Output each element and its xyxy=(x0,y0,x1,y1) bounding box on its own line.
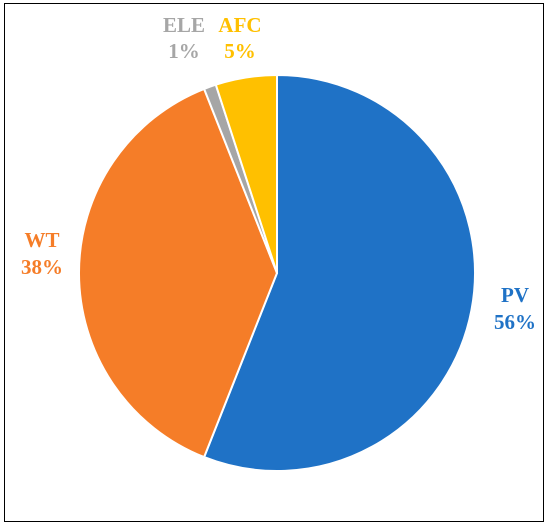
pie-slice-pv xyxy=(203,74,476,472)
slice-percent-label-pv: 56% xyxy=(494,310,536,334)
chart-frame: PV 56% WT 38% ELE 1% AFC 5% xyxy=(4,3,544,522)
slice-name-label-pv: PV xyxy=(501,283,529,307)
pie-slice-afc xyxy=(214,74,278,274)
pie-slice-wt xyxy=(78,87,278,459)
slice-percent-label-afc: 5% xyxy=(224,39,256,63)
pie-slices xyxy=(78,74,476,472)
slice-name-label-afc: AFC xyxy=(218,13,261,37)
slice-percent-label-wt: 38% xyxy=(21,255,63,279)
slice-percent-label-ele: 1% xyxy=(168,39,200,63)
slice-name-label-wt: WT xyxy=(24,228,59,252)
slice-name-label-ele: ELE xyxy=(163,13,205,37)
